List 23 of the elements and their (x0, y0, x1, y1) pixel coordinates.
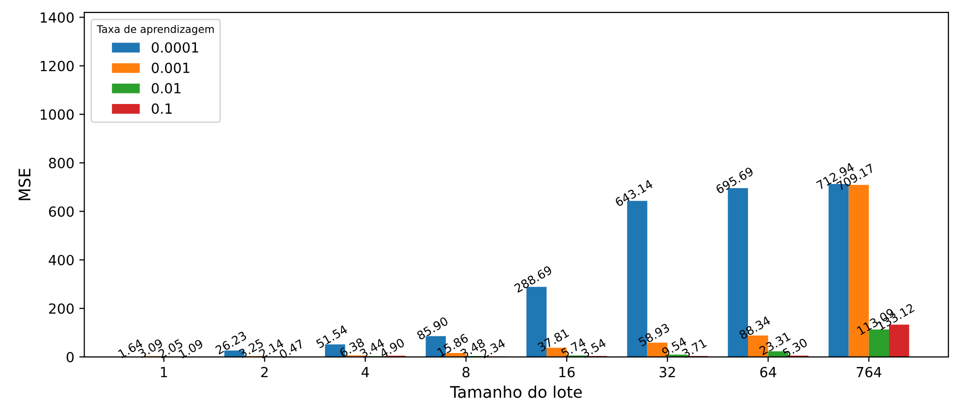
x-tick-label: 16 (559, 366, 575, 378)
y-tick-label: 600 (49, 206, 74, 217)
y-tick-label: 200 (49, 303, 74, 314)
y-tick-label: 400 (48, 254, 74, 266)
x-tick-label: 32 (660, 366, 675, 378)
x-tick-label: 4 (362, 367, 369, 378)
y-tick-label: 800 (49, 158, 74, 168)
legend-label: 0.1 (152, 103, 172, 114)
legend-label: 0.01 (152, 82, 180, 94)
legend-label: 0.001 (152, 62, 190, 74)
y-tick-label: 1400 (40, 12, 74, 23)
y-tick-label: 0 (66, 352, 74, 362)
x-axis-title: Tamanho do lote (450, 386, 582, 398)
x-tick-label: 1 (160, 367, 168, 378)
x-tick-label: 64 (760, 366, 776, 378)
x-tick-label: 8 (462, 366, 470, 378)
y-axis-title: MSE (18, 168, 31, 200)
x-tick-label: 2 (261, 366, 268, 378)
y-tick-label: 1200 (40, 60, 74, 72)
legend-label: 0.0001 (152, 42, 198, 53)
y-tick-label: 1000 (40, 109, 74, 120)
legend-title: Taxa de aprendizagem (96, 24, 214, 36)
x-tick-label: 764 (856, 366, 882, 378)
